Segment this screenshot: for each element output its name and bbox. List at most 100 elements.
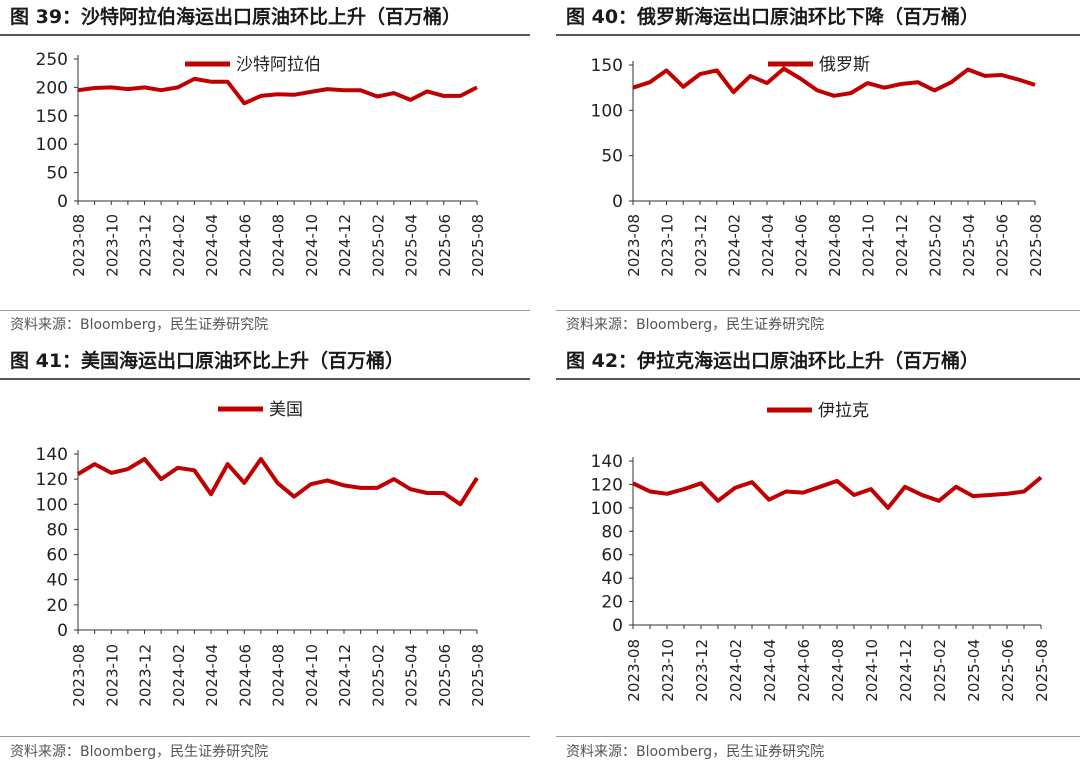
- chart-panel-iraq: 图 42：伊拉克海运出口原油环比上升（百万桶） 0 20 40 60 80 100 120 1…: [556, 344, 1080, 767]
- x-tick-label: 2024-12: [336, 214, 354, 277]
- source-rule: [556, 310, 1080, 311]
- x-tick-label: 2024-10: [303, 644, 321, 707]
- source-rule: [0, 736, 530, 737]
- chart-iraq: 0 20 40 60 80 100 120 140 2023-08 2023-10 2023-12 2…: [591, 401, 1051, 702]
- x-tick-label: 2023-08: [625, 639, 643, 702]
- y-tick-label: 0: [612, 616, 623, 636]
- x-tick-label: 2024-04: [203, 644, 221, 707]
- x-tick-label: 2024-04: [759, 214, 777, 277]
- chart-saudi: 0 50 100 150 200 250 2023-08 2023-10 2023-12 2024…: [36, 50, 487, 277]
- y-tick-label: 80: [601, 522, 623, 542]
- x-tick-label: 2024-10: [303, 214, 321, 277]
- x-tick-label: 2024-12: [336, 644, 354, 707]
- x-tick-label: 2025-02: [927, 214, 945, 277]
- x-tick-label: 2025-02: [369, 214, 387, 277]
- x-tick-label: 2024-06: [236, 644, 254, 707]
- x-tick-label: 2023-12: [692, 214, 710, 277]
- chart-title: 图 39：沙特阿拉伯海运出口原油环比上升（百万桶）: [10, 6, 462, 28]
- x-tick-label: 2025-08: [1033, 639, 1051, 702]
- x-tick-label: 2025-06: [436, 644, 454, 707]
- x-tick-label: 2025-02: [931, 639, 949, 702]
- y-tick-label: 0: [57, 192, 68, 212]
- y-tick-label: 50: [46, 164, 68, 184]
- x-tick-label: 2025-06: [436, 214, 454, 277]
- chart-title: 图 40：俄罗斯海运出口原油环比下降（百万桶）: [566, 6, 980, 28]
- series-line: [77, 76, 478, 106]
- x-tick-label: 2023-12: [137, 214, 155, 277]
- x-tick-label: 2024-10: [860, 214, 878, 277]
- y-tick-label: 100: [591, 499, 623, 519]
- x-tick-label: 2025-04: [403, 214, 421, 277]
- x-tick-label: 2024-08: [270, 214, 288, 277]
- y-tick-label: 100: [591, 101, 623, 121]
- y-tick-label: 60: [46, 546, 68, 566]
- x-tick-label: 2024-06: [236, 214, 254, 277]
- x-tick-label: 2024-04: [203, 214, 221, 277]
- legend: 沙特阿拉伯: [185, 55, 321, 75]
- series-line: [632, 66, 1036, 98]
- x-tick-label: 2024-08: [829, 639, 847, 702]
- legend-label: 俄罗斯: [819, 55, 870, 75]
- chart-panel-russia: 图 40：俄罗斯海运出口原油环比下降（百万桶） 0 50 100 150 2023-08…: [556, 0, 1080, 340]
- x-tick-label: 2024-12: [897, 639, 915, 702]
- y-tick-label: 20: [46, 596, 68, 616]
- legend: 伊拉克: [767, 401, 869, 421]
- x-tick-label: 2023-08: [70, 644, 88, 707]
- source-rule: [0, 310, 530, 311]
- x-tick-label: 2024-04: [761, 639, 779, 702]
- source-note: 资料来源：Bloomberg，民生证券研究院: [10, 317, 269, 333]
- y-tick-label: 40: [601, 569, 623, 589]
- y-tick-label: 20: [601, 593, 623, 613]
- x-tick-label: 2023-08: [70, 214, 88, 277]
- x-tick-label: 2024-06: [795, 639, 813, 702]
- chart-title: 图 42：伊拉克海运出口原油环比上升（百万桶）: [566, 350, 980, 372]
- x-tick-label: 2024-06: [793, 214, 811, 277]
- legend-label: 美国: [269, 400, 303, 420]
- chart-usa: 0 20 40 60 80 100 120 140 2023-08 2023-10 2023-12 2…: [36, 400, 487, 707]
- x-tick-label: 2025-04: [965, 639, 983, 702]
- series-line: [632, 475, 1043, 510]
- x-tick-label: 2023-10: [659, 639, 677, 702]
- legend: 美国: [218, 400, 303, 420]
- title-rule: [0, 378, 530, 380]
- y-tick-label: 140: [591, 452, 623, 472]
- chart-panel-saudi: 图 39：沙特阿拉伯海运出口原油环比上升（百万桶） 0 50 100 150 200 25…: [0, 0, 530, 340]
- x-tick-label: 2025-08: [1027, 214, 1045, 277]
- x-tick-label: 2025-06: [994, 214, 1012, 277]
- x-tick-label: 2024-02: [727, 639, 745, 702]
- y-tick-label: 100: [36, 495, 68, 515]
- x-tick-label: 2025-06: [999, 639, 1017, 702]
- y-tick-label: 150: [36, 107, 68, 127]
- legend-label: 伊拉克: [818, 401, 869, 421]
- y-tick-label: 200: [36, 78, 68, 98]
- chart-russia: 0 50 100 150 2023-08 2023-10 2023-12 2024-02 202…: [591, 55, 1045, 277]
- x-tick-label: 2025-02: [369, 644, 387, 707]
- y-tick-label: 0: [612, 192, 623, 212]
- x-tick-label: 2023-10: [103, 644, 121, 707]
- x-tick-label: 2023-08: [625, 214, 643, 277]
- source-rule: [556, 736, 1080, 737]
- x-tick-label: 2025-04: [403, 644, 421, 707]
- y-tick-label: 140: [36, 445, 68, 465]
- y-tick-label: 50: [601, 147, 623, 167]
- chart-panel-usa: 图 41：美国海运出口原油环比上升（百万桶） 0 20 40 60 80 100 120 14…: [0, 344, 530, 767]
- x-tick-label: 2023-12: [693, 639, 711, 702]
- x-tick-label: 2023-10: [103, 214, 121, 277]
- x-tick-label: 2024-12: [893, 214, 911, 277]
- x-tick-label: 2024-02: [170, 214, 188, 277]
- x-tick-label: 2024-02: [726, 214, 744, 277]
- x-tick-label: 2025-08: [469, 644, 487, 707]
- source-note: 资料来源：Bloomberg，民生证券研究院: [566, 317, 825, 333]
- legend-label: 沙特阿拉伯: [236, 55, 321, 75]
- x-tick-label: 2024-08: [270, 644, 288, 707]
- y-tick-label: 120: [36, 470, 68, 490]
- y-tick-label: 40: [46, 571, 68, 591]
- y-tick-label: 250: [36, 50, 68, 70]
- y-tick-label: 60: [601, 546, 623, 566]
- y-tick-label: 0: [57, 621, 68, 641]
- x-tick-label: 2024-08: [826, 214, 844, 277]
- legend: 俄罗斯: [768, 55, 870, 75]
- y-tick-label: 80: [46, 520, 68, 540]
- title-rule: [556, 378, 1080, 380]
- series-line: [76, 457, 479, 507]
